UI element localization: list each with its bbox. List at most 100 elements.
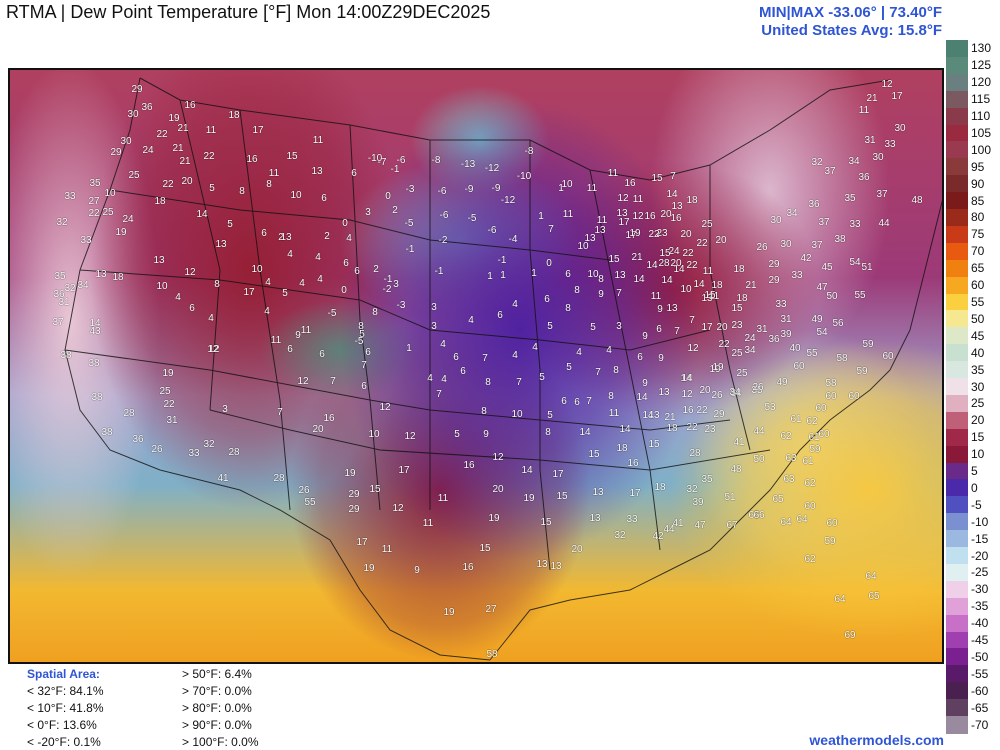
station-value: 4 [208,313,214,324]
station-value: 8 [481,406,487,417]
station-value: 41 [672,518,684,529]
station-value: 2 [278,232,284,243]
station-value: -1 [383,274,393,285]
scale-color-cell [946,563,968,582]
station-value: 55 [854,290,866,301]
station-value: 32 [614,530,626,541]
station-value: 20 [571,544,583,555]
station-value: 38 [88,358,100,369]
scale-color-cell [946,411,968,430]
station-value: 7 [616,288,622,299]
scale-tick-label: 0 [971,480,978,495]
station-value: 15 [704,290,716,301]
station-value: -12 [484,163,500,174]
station-value: 13 [153,255,165,266]
station-value: 33 [64,191,76,202]
station-value: 29 [131,84,143,95]
station-value: 55 [806,348,818,359]
station-value: 5 [227,219,233,230]
scale-color-cell [946,496,968,515]
station-value: 49 [776,377,788,388]
station-value: 51 [724,492,736,503]
station-value: 16 [246,154,258,165]
station-value: 60 [826,518,838,529]
station-value: 28 [273,473,285,484]
station-value: 6 [361,381,367,392]
station-value: 49 [811,314,823,325]
station-value: 31 [864,135,876,146]
station-value: 10 [156,281,168,292]
station-value: -3 [405,184,415,195]
station-value: 4 [346,233,352,244]
station-value: 14 [636,392,648,403]
station-value: 14 [619,424,631,435]
station-value: 60 [804,501,816,512]
station-value: 4 [317,274,323,285]
station-value: 22 [682,248,694,259]
color-scale-ticks: 130 125 120 115 110 105 100 95 90 85 80 75 70 65 60 55 5… [968,40,1000,733]
station-value: 34 [730,388,742,399]
station-value: 13 [584,233,596,244]
station-value: 26 [756,242,768,253]
station-value: 33 [849,219,861,230]
station-value: 20 [699,385,711,396]
station-value: 32 [686,484,698,495]
station-value: 6 [343,258,349,269]
station-value: 20 [670,258,682,269]
station-value: 25 [731,348,743,359]
station-value: 35 [751,385,763,396]
station-value: 14 [521,465,533,476]
station-value: 5 [539,372,545,383]
station-value: 4 [315,252,321,263]
station-value: 8 [565,303,571,314]
station-value: 16 [624,178,636,189]
station-value: 22 [162,179,174,190]
station-value: 4 [576,347,582,358]
station-value: -10 [367,153,383,164]
station-value: 4 [427,373,433,384]
station-value: 6 [561,396,567,407]
station-value: 6 [351,168,357,179]
station-value: 25 [128,170,140,181]
station-value: 21 [631,252,643,263]
station-value: 15 [556,491,568,502]
station-value: -8 [431,155,441,166]
map-title: RTMA | Dew Point Temperature [°F] Mon 14… [6,2,491,22]
station-value: 18 [711,280,723,291]
station-value: 5 [590,322,596,333]
station-value: 2 [373,264,379,275]
station-value: 10 [561,179,573,190]
station-value: 3 [222,404,228,415]
station-value: 65 [868,591,880,602]
station-value: 64 [780,517,792,528]
station-value: 18 [654,482,666,493]
station-value: 7 [361,360,367,371]
station-value: -9 [491,183,501,194]
scale-tick-label: 115 [971,92,991,107]
station-value: 67 [726,520,738,531]
station-value: 11 [270,335,282,346]
station-value: 32 [811,157,823,168]
station-value: 6 [460,366,466,377]
station-value: 14 [680,373,692,384]
station-value: 59 [862,339,874,350]
station-value: 16 [682,405,694,416]
station-value: 30 [120,136,132,147]
station-value: -4 [508,234,518,245]
min-max-readout: MIN|MAX -33.06° | 73.40°F [759,4,942,21]
scale-color-cell [946,344,968,363]
dew-point-map: 12 17 21 11 30 33 31 30 32 37 34 36 37 48 36 35 33 44 37 34… [8,68,944,664]
station-value: 16 [644,211,656,222]
station-value: 18 [112,272,124,283]
station-value: 14 [673,264,685,275]
station-value: 19 [162,368,174,379]
scale-tick-label: 65 [971,261,985,276]
station-value: 14 [666,189,678,200]
station-value: 9 [295,330,301,341]
credit-link[interactable]: weathermodels.com [809,732,944,748]
station-value: 24 [744,333,756,344]
station-value: 22 [696,405,708,416]
station-value: 34 [786,208,798,219]
scale-tick-label: 75 [971,227,985,242]
station-value: 50 [753,454,765,465]
